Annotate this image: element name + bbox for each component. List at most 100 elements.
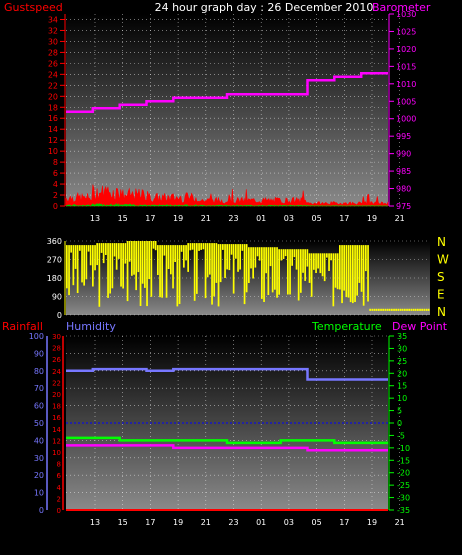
direction-bar [321, 253, 324, 277]
direction-bar [384, 308, 387, 311]
time-tick-label: 05 [312, 214, 322, 223]
direction-bar [232, 244, 235, 294]
barometer-tick-label: 980 [396, 185, 411, 194]
gust-tick-label: 12 [48, 136, 58, 145]
direction-bar [326, 253, 328, 258]
barometer-tick-label: 1005 [396, 97, 416, 106]
direction-bar [375, 308, 378, 311]
rainfall-tick-label: 20 [52, 391, 61, 399]
direction-bar [421, 308, 423, 311]
direction-bar [178, 245, 181, 304]
direction-bar [170, 245, 172, 275]
direction-bar [293, 249, 296, 258]
temperature-tick-label: 0 [397, 419, 402, 428]
direction-bar [187, 243, 189, 272]
direction-bar [154, 241, 157, 251]
temperature-tick-label: 20 [397, 369, 407, 378]
gust-tick-label: 10 [48, 147, 58, 156]
direction-bar [100, 243, 103, 253]
humidity-tick-label: 0 [39, 506, 44, 515]
direction-bar [343, 245, 345, 291]
rainfall-tick-label: 6 [57, 472, 62, 480]
direction-bar [118, 243, 120, 259]
gust-tick-label: 28 [48, 48, 58, 57]
time-tick-label: 13 [90, 518, 100, 527]
time-tick-label: 19 [367, 214, 377, 223]
time-tick-label: 19 [367, 518, 377, 527]
direction-bar [269, 247, 272, 267]
direction-bar [228, 244, 231, 271]
direction-bar [224, 244, 226, 278]
direction-bar [237, 244, 239, 272]
direction-bar [427, 308, 430, 311]
direction-bar [369, 308, 371, 311]
compass-label: N [437, 235, 446, 249]
direction-bar [395, 308, 397, 311]
temperature-tick-label: -30 [397, 494, 410, 503]
direction-tick-label: 360 [47, 237, 62, 246]
direction-bar [423, 308, 426, 311]
direction-bar [128, 241, 131, 262]
direction-bar [152, 241, 155, 249]
temperature-title: Temperature [311, 320, 382, 333]
direction-bar [92, 245, 94, 287]
humidity-tick-label: 70 [34, 384, 44, 393]
time-tick-label: 17 [339, 214, 349, 223]
direction-bar [150, 241, 153, 297]
direction-bar [222, 244, 224, 250]
direction-bar [332, 253, 335, 307]
time-tick-label: 17 [145, 214, 155, 223]
direction-bar [209, 243, 211, 275]
rainfall-tick-label: 10 [52, 449, 61, 457]
direction-bar [139, 241, 142, 306]
barometer-tick-label: 1030 [396, 10, 416, 19]
direction-bar [412, 308, 415, 311]
temperature-tick-label: 30 [397, 344, 407, 353]
direction-bar [176, 245, 179, 307]
direction-bar [115, 243, 118, 270]
direction-bar [388, 308, 391, 311]
direction-bar [200, 243, 202, 250]
gust-tick-label: 24 [48, 70, 58, 79]
direction-bar [230, 244, 233, 255]
direction-bar [397, 308, 400, 311]
compass-label: N [437, 305, 446, 319]
direction-tick-label: 180 [47, 274, 62, 283]
time-tick-label: 19 [173, 214, 183, 223]
direction-bar [406, 308, 408, 311]
panel2-grid [66, 240, 430, 316]
direction-series [66, 241, 430, 311]
direction-bar [310, 253, 313, 297]
time-tick-label: 13 [90, 214, 100, 223]
direction-bar [219, 244, 222, 283]
gust-tick-label: 6 [53, 169, 58, 178]
direction-bar [102, 243, 105, 264]
direction-bar [267, 247, 270, 295]
direction-bar [328, 253, 330, 271]
graph-title: 24 hour graph day : 26 December 2010 [155, 1, 374, 14]
direction-bar [146, 241, 148, 307]
rainfall-tick-label: 12 [52, 437, 61, 445]
direction-bar [185, 245, 187, 261]
direction-bar [304, 249, 306, 281]
barometer-tick-label: 1020 [396, 45, 416, 54]
gust-tick-label: 30 [48, 37, 58, 46]
panel1-grid [66, 14, 401, 207]
direction-bar [248, 247, 250, 283]
direction-bar [141, 241, 144, 284]
direction-bar [256, 247, 259, 257]
barometer-series [66, 72, 388, 113]
rainfall-tick-label: 24 [52, 368, 61, 376]
direction-bar [317, 253, 319, 269]
direction-bar [109, 243, 111, 294]
direction-bar [367, 245, 369, 302]
direction-bar [74, 245, 77, 269]
direction-bar [356, 245, 358, 296]
direction-bar [85, 245, 88, 280]
rainfall-tick-label: 18 [52, 403, 61, 411]
temperature-tick-label: 10 [397, 394, 407, 403]
direction-bar [300, 249, 302, 293]
direction-bar [410, 308, 413, 311]
